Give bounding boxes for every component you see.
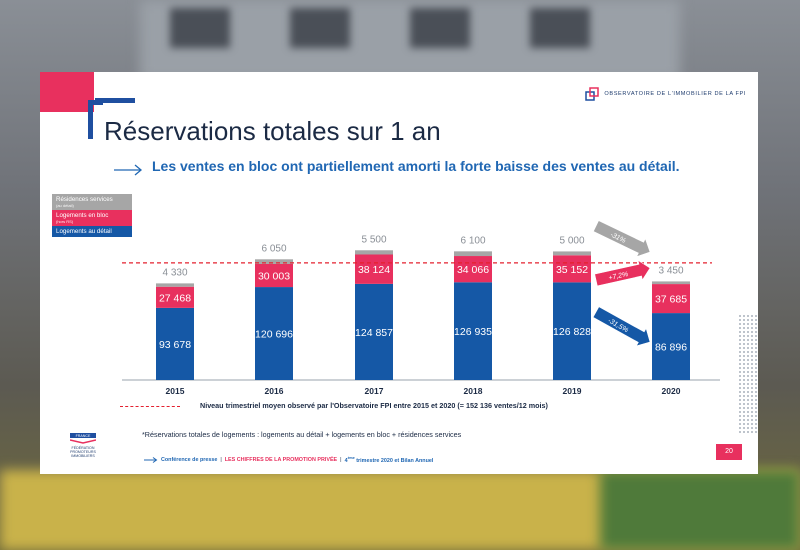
corner-decoration — [40, 72, 94, 112]
slide-title: Réservations totales sur 1 an — [104, 116, 441, 146]
logo-text: OBSERVATOIRE DE L'IMMOBILIER DE LA FPI — [604, 91, 746, 97]
label-residences-2017: 5 500 — [361, 234, 386, 245]
annotation-bloc-arrow: +7,2% — [594, 259, 651, 287]
label-residences-2018: 6 100 — [460, 235, 485, 246]
bar-residences-2016 — [255, 259, 293, 264]
label-detail-2017: 124 857 — [355, 327, 393, 339]
chart-note: *Réservations totales de logements : log… — [142, 430, 462, 439]
x-tick-2017: 2017 — [365, 386, 384, 396]
x-tick-2020: 2020 — [662, 386, 681, 396]
conference-prefix: Conférence de presse — [161, 456, 218, 463]
x-tick-2018: 2018 — [464, 386, 483, 396]
label-residences-2019: 5 000 — [559, 235, 584, 246]
annotation-bloc-arrow-label: +7,2% — [608, 271, 629, 282]
label-bloc-2016: 30 003 — [258, 271, 290, 283]
bar-bloc-2017 — [355, 254, 393, 284]
label-bloc-2015: 27 468 — [159, 292, 191, 304]
bar-residences-2019 — [553, 251, 591, 256]
ffpi-logo: FRANCE FÉDÉRATION PROMOTEURS IMMOBILIERS — [62, 432, 104, 458]
label-bloc-2018: 34 066 — [457, 264, 489, 276]
conference-suffix-pre: 4 — [344, 457, 348, 464]
bar-detail-2020 — [652, 313, 690, 380]
legend-bloc: Logements en bloc (hors RS) — [52, 210, 132, 226]
legend-residences-note: (au détail) — [56, 203, 74, 208]
annotation-detail-arrow: -31,5% — [592, 306, 651, 347]
stacked-bar-chart: 93 678 27 468 4 330 2015 120 696 30 003 6 050 2… — [122, 220, 720, 396]
label-detail-2016: 120 696 — [255, 329, 293, 341]
presentation-slide: OBSERVATOIRE DE L'IMMOBILIER DE LA FPI R… — [40, 72, 758, 474]
label-detail-2020: 86 896 — [655, 342, 687, 354]
bar-detail-2019 — [553, 282, 591, 380]
reference-line-footnote: Niveau trimestriel moyen observé par l'O… — [200, 401, 548, 410]
ffpi-line-2: PROMOTEURS — [70, 450, 96, 454]
bar-residences-2015 — [156, 283, 194, 287]
label-residences-2015: 4 330 — [162, 267, 187, 278]
bar-residences-2020 — [652, 281, 690, 285]
ffpi-badge-icon: FRANCE — [69, 432, 97, 444]
legend-residences-label: Résidences services — [56, 196, 113, 203]
label-detail-2019: 126 828 — [553, 326, 591, 338]
label-bloc-2020: 37 685 — [655, 294, 687, 306]
annotation-residences-arrow-shape — [592, 220, 651, 258]
bar-bloc-2016 — [255, 263, 293, 288]
slide-subtitle: Les ventes en bloc ont partiellement amo… — [152, 158, 680, 174]
annotation-bloc-arrow-shape — [594, 259, 651, 287]
subtitle-arrow-icon — [114, 164, 143, 176]
label-residences-2020: 3 450 — [658, 265, 683, 276]
x-tick-2015: 2015 — [166, 386, 185, 396]
x-tick-2019: 2019 — [563, 386, 582, 396]
annotation-residences-arrow: -31% — [592, 220, 651, 258]
bar-bloc-2018 — [454, 256, 492, 283]
x-tick-2016: 2016 — [265, 386, 284, 396]
ffpi-line-1: FÉDÉRATION — [71, 446, 95, 450]
label-detail-2015: 93 678 — [159, 339, 191, 351]
ffpi-badge-label: FRANCE — [76, 434, 91, 438]
bar-detail-2016 — [255, 287, 293, 380]
label-residences-2016: 6 050 — [261, 243, 286, 254]
label-bloc-2019: 35 152 — [556, 264, 588, 276]
conference-highlight: LES CHIFFRES DE LA PROMOTION PRIVÉE — [224, 456, 338, 463]
label-detail-2018: 126 935 — [454, 326, 492, 338]
ffpi-text: FÉDÉRATION PROMOTEURS IMMOBILIERS — [62, 446, 104, 458]
legend-detail: Logements au détail — [52, 226, 132, 237]
legend-bloc-label: Logements en bloc — [56, 212, 109, 219]
bar-bloc-2015 — [156, 286, 194, 308]
corner-frame-top — [95, 98, 135, 103]
dot-pattern — [738, 314, 758, 434]
conference-suffix-text: trimestre 2020 et Bilan Annuel — [354, 457, 434, 464]
observatoire-logo-icon — [584, 86, 600, 102]
bar-detail-2017 — [355, 283, 393, 380]
bar-detail-2015 — [156, 307, 194, 380]
conference-arrow-icon — [144, 456, 158, 463]
legend-bloc-note: (hors RS) — [56, 219, 74, 224]
chart-legend: Résidences services (au détail) Logement… — [52, 194, 132, 237]
bar-detail-2018 — [454, 282, 492, 380]
bar-bloc-2019 — [553, 255, 591, 283]
legend-residences: Résidences services (au détail) — [52, 194, 132, 210]
label-bloc-2017: 38 124 — [358, 264, 390, 276]
legend-detail-label: Logements au détail — [56, 228, 112, 235]
bar-residences-2018 — [454, 251, 492, 257]
bar-bloc-2020 — [652, 284, 690, 314]
bar-residences-2017 — [355, 250, 393, 255]
conference-line: Conférence de presse | LES CHIFFRES DE L… — [144, 456, 433, 464]
ffpi-line-3: IMMOBILIERS — [71, 454, 95, 458]
page-number: 20 — [716, 444, 742, 460]
annotation-detail-arrow-shape — [592, 306, 651, 347]
conference-suffix-sup: ème — [347, 456, 355, 460]
reference-line-key — [120, 406, 180, 407]
conference-suffix: 4ème trimestre 2020 et Bilan Annuel — [345, 456, 434, 464]
observatoire-logo: OBSERVATOIRE DE L'IMMOBILIER DE LA FPI — [584, 86, 746, 102]
